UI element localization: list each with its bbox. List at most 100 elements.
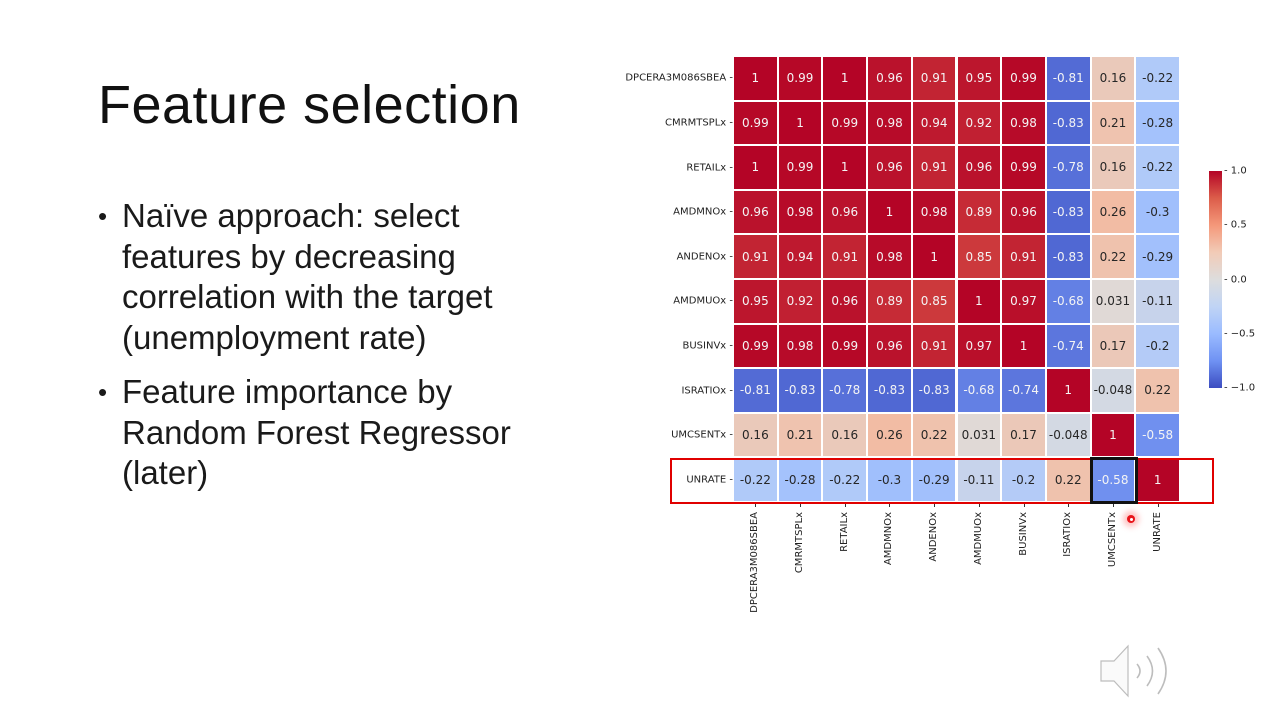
heatmap-cell: 0.85 (911, 279, 957, 324)
heatmap-cell: 0.16 (733, 412, 778, 458)
colorbar-tick: −0.5 (1224, 328, 1255, 339)
heatmap-cell: 0.94 (911, 100, 957, 146)
heatmap-cell: 0.22 (1135, 368, 1180, 413)
row-label: ISRATIOx (681, 385, 733, 396)
heatmap-cell: 1 (822, 56, 868, 101)
heatmap-cell: 0.91 (1001, 234, 1046, 279)
heatmap-cell: 0.22 (1045, 457, 1091, 502)
selected-cell-highlight (1090, 457, 1138, 504)
heatmap-cell: 0.89 (867, 279, 912, 324)
heatmap-cell: -0.11 (1135, 279, 1180, 324)
heatmap-cell: 0.99 (733, 100, 778, 146)
row-label: AMDMNOx (673, 207, 733, 218)
bullet-item: Naïve approach: select features by decre… (98, 196, 560, 358)
heatmap-cell: 0.97 (1001, 279, 1046, 324)
bullet-item: Feature importance by Random Forest Regr… (98, 372, 560, 494)
heatmap-cell: 0.96 (867, 323, 912, 369)
row-label: DPCERA3M086SBEA (625, 73, 733, 84)
row-label: AMDMUOx (673, 296, 733, 307)
row-label: ANDENOx (677, 251, 733, 262)
heatmap-cell: 0.98 (777, 189, 823, 235)
col-tick (844, 502, 846, 507)
heatmap-cell: -0.74 (1045, 323, 1091, 369)
heatmap-cell: 0.99 (733, 323, 778, 369)
correlation-heatmap: 1 0.99 1 0.96 0.91 0.95 0.99 -0.81 0.16 -0.22 0.99… (733, 56, 1180, 502)
heatmap-cell: -0.78 (1045, 145, 1091, 190)
heatmap-cell: -0.58 (1135, 412, 1180, 458)
heatmap-cell: 0.99 (777, 56, 823, 101)
heatmap-cell: 0.22 (911, 412, 957, 458)
heatmap-cell: 1 (777, 100, 823, 146)
heatmap-cell: -0.29 (1135, 234, 1180, 279)
heatmap-cell: 0.96 (733, 189, 778, 235)
heatmap-cell: 0.98 (867, 100, 912, 146)
col-tick (1157, 502, 1159, 507)
colorbar-tick: 1.0 (1224, 166, 1247, 177)
heatmap-cell: 0.99 (822, 100, 868, 146)
row-label: CMRMTSPLx (665, 117, 733, 128)
heatmap-cell: 0.92 (777, 279, 823, 324)
col-label: CMRMTSPLx (794, 512, 806, 574)
heatmap-cell: 0.99 (1001, 145, 1046, 190)
heatmap-cell: 0.96 (956, 145, 1002, 190)
heatmap-cell: 0.92 (956, 100, 1002, 146)
heatmap-cell: 0.94 (777, 234, 823, 279)
heatmap-cell: 0.91 (733, 234, 778, 279)
heatmap-cell: 0.21 (1090, 100, 1136, 146)
heatmap-cell: 0.96 (867, 145, 912, 190)
row-label: RETAILx (686, 162, 733, 173)
row-label: BUSINVx (682, 340, 733, 351)
heatmap-cell: 0.89 (956, 189, 1002, 235)
heatmap-cell: 0.85 (956, 234, 1002, 279)
heatmap-cell: -0.28 (777, 457, 823, 502)
col-label: UNRATE (1151, 512, 1163, 552)
heatmap-cell: -0.2 (1135, 323, 1180, 369)
col-label: UMCSENTx (1106, 512, 1118, 568)
heatmap-cell: -0.68 (956, 368, 1002, 413)
heatmap-cell: -0.83 (1045, 100, 1091, 146)
heatmap-cell: 0.98 (911, 189, 957, 235)
col-tick (934, 502, 936, 507)
heatmap-cell: 0.16 (1090, 56, 1136, 101)
heatmap-cell: -0.3 (1135, 189, 1180, 235)
heatmap-cell: -0.83 (777, 368, 823, 413)
heatmap-cell: 0.98 (1001, 100, 1046, 146)
heatmap-cell: -0.83 (1045, 234, 1091, 279)
heatmap-cell: 1 (733, 145, 778, 190)
heatmap-cell: 1 (956, 279, 1002, 324)
heatmap-cell: 0.96 (822, 279, 868, 324)
heatmap-cell: -0.83 (867, 368, 912, 413)
slide-title: Feature selection (98, 75, 521, 135)
col-tick (889, 502, 891, 507)
col-label: AMDMUOx (972, 512, 984, 565)
heatmap-cell: 1 (822, 145, 868, 190)
heatmap-cell: 0.95 (956, 56, 1002, 101)
heatmap-cell: 1 (1090, 412, 1136, 458)
heatmap-cell: 0.22 (1090, 234, 1136, 279)
heatmap-cell: 0.98 (867, 234, 912, 279)
heatmap-cell: -0.22 (1135, 145, 1180, 190)
heatmap-cell: 0.99 (1001, 56, 1046, 101)
heatmap-cell: 1 (867, 189, 912, 235)
heatmap-cell: 0.26 (867, 412, 912, 458)
heatmap-cell: -0.3 (867, 457, 912, 502)
heatmap-cell: 0.16 (1090, 145, 1136, 190)
heatmap-cell: -0.048 (1090, 368, 1136, 413)
heatmap-cell: -0.2 (1001, 457, 1046, 502)
heatmap-cell: -0.11 (956, 457, 1002, 502)
heatmap-cell: -0.28 (1135, 100, 1180, 146)
heatmap-cell: 0.96 (867, 56, 912, 101)
heatmap-cell: -0.68 (1045, 279, 1091, 324)
colorbar-tick: 0.0 (1224, 274, 1247, 285)
colorbar-tick: 0.5 (1224, 220, 1247, 231)
col-label: DPCERA3M086SBEA (749, 512, 761, 613)
heatmap-cell: 0.98 (777, 323, 823, 369)
row-label: UMCSENTx (671, 430, 733, 441)
heatmap-cell: 1 (733, 56, 778, 101)
heatmap-cell: 0.21 (777, 412, 823, 458)
pointer-cursor (1127, 515, 1135, 523)
col-tick (978, 502, 980, 507)
heatmap-cell: 1 (911, 234, 957, 279)
heatmap-cell: 1 (1001, 323, 1046, 369)
speaker-icon[interactable] (1098, 640, 1178, 702)
